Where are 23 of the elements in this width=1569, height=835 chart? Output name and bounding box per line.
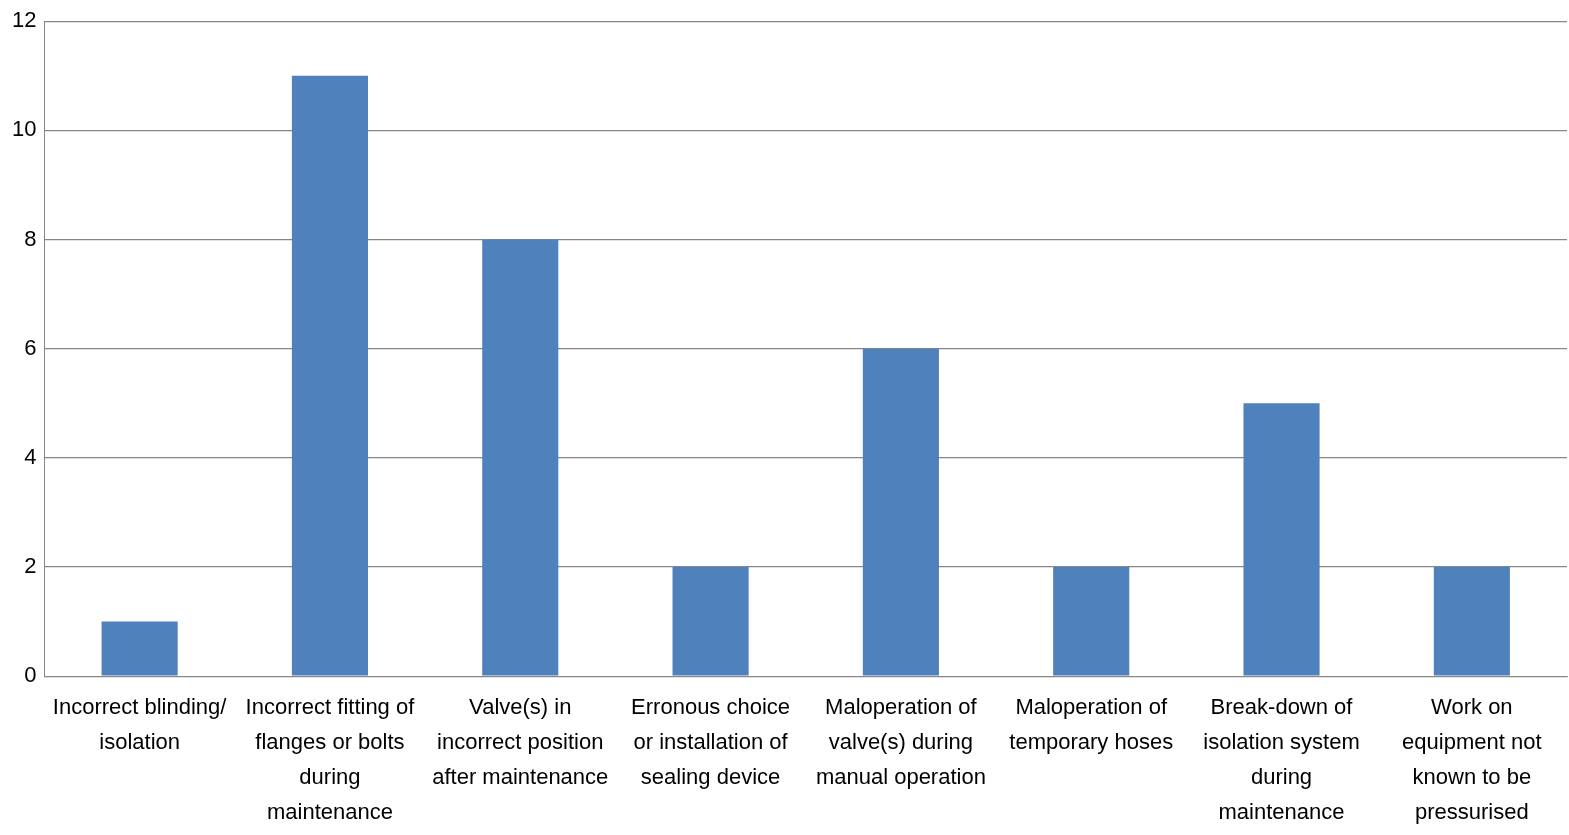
bar <box>291 75 369 676</box>
x-tick-label: Work on equipment not known to be pressurised <box>1402 693 1542 825</box>
x-tick-label: Maloperation of temporary hoses <box>1009 693 1174 755</box>
y-tick-label: 8 <box>24 225 37 251</box>
y-tick-label: 6 <box>24 334 37 360</box>
y-tick-label: 12 <box>11 7 37 33</box>
bar <box>482 239 559 676</box>
x-tick-label: Valve(s) in incorrect position after maintenance <box>432 693 609 790</box>
bar <box>1243 403 1320 676</box>
y-tick-label: 10 <box>11 116 37 142</box>
x-tick-label: Break-down of isolation system during maintenance <box>1203 693 1360 825</box>
bar <box>1433 567 1510 676</box>
bar <box>1053 567 1130 676</box>
y-tick-label: 4 <box>24 443 37 469</box>
bar <box>672 567 749 676</box>
x-tick-label: Maloperation of valve(s) during manual operation <box>815 693 986 790</box>
bar <box>862 348 939 676</box>
y-tick-label: 0 <box>24 662 37 688</box>
bar <box>101 621 178 676</box>
x-tick-label: Incorrect blinding/ isolation <box>52 693 228 755</box>
x-tick-label: Erronous choice or installation of sealing device <box>631 693 791 790</box>
x-tick-label: Incorrect fitting of flanges or bolts during maintenance <box>245 693 416 825</box>
y-tick-label: 2 <box>24 553 37 579</box>
